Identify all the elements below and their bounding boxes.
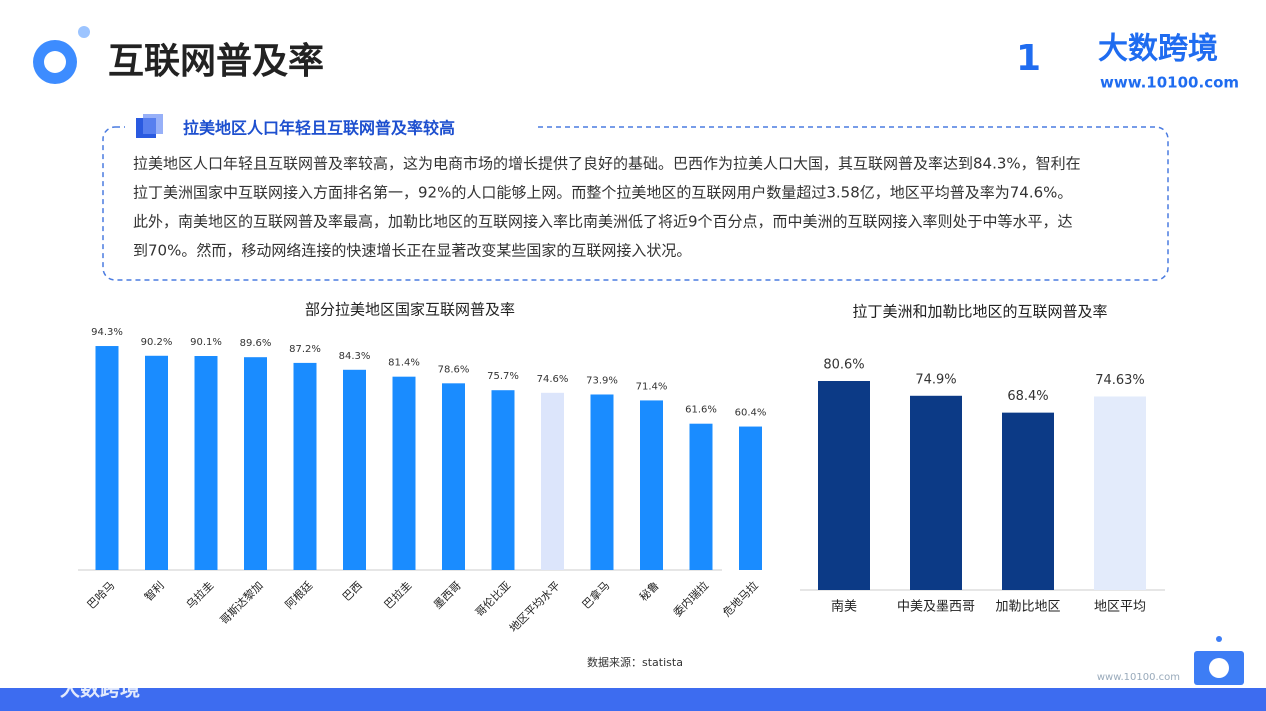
footer-icon (1209, 658, 1229, 678)
section-heading: 拉美地区人口年轻且互联网普及率较高 (183, 119, 455, 138)
value-label: 74.6% (537, 374, 569, 385)
value-label: 75.7% (487, 371, 519, 382)
value-label: 90.2% (141, 337, 173, 348)
bar (145, 355, 168, 570)
bar (244, 357, 267, 570)
x-tick-label: 阿根廷 (282, 578, 315, 611)
brand-url: www.10100.com (1100, 74, 1239, 92)
bar (442, 383, 465, 570)
footer-icon (1216, 636, 1222, 642)
value-label: 84.3% (339, 351, 371, 362)
paragraph-line: 拉丁美洲国家中互联网接入方面排名第一，92%的人口能够上网。而整个拉美地区的互联… (133, 184, 1072, 202)
value-label: 71.4% (636, 381, 668, 392)
paragraph-line: 此外，南美地区的互联网普及率最高，加勒比地区的互联网接入率比南美洲低了将近9个百… (133, 213, 1073, 231)
bar (1094, 396, 1146, 590)
bar (541, 392, 564, 570)
bar (818, 381, 870, 590)
footer-url: www.10100.com (1097, 672, 1180, 683)
footer-brand: 大数跨境 (60, 677, 140, 701)
chart-title: 部分拉美地区国家互联网普及率 (305, 301, 515, 319)
x-tick-label: 南美 (831, 599, 857, 615)
value-label: 87.2% (289, 344, 321, 355)
bar (293, 362, 317, 570)
paragraph-line: 到70%。然而，移动网络连接的快速增长正在显著改变某些国家的互联网接入状况。 (133, 242, 691, 260)
value-label: 89.6% (240, 338, 272, 349)
bar (910, 395, 962, 590)
value-label: 74.63% (1095, 373, 1145, 388)
value-label: 61.6% (685, 405, 717, 416)
x-tick-label: 智利 (141, 578, 166, 603)
bar (392, 376, 416, 570)
value-label: 60.4% (735, 408, 767, 419)
charts: 部分拉美地区国家互联网普及率 94.3% 巴哈马 90.2% 智利 90.1% 乌拉圭 89.… (78, 301, 1165, 635)
x-tick-label: 哥斯达黎加 (217, 578, 266, 627)
x-tick-label: 乌拉圭 (183, 578, 216, 611)
value-label: 74.9% (915, 372, 956, 387)
bar (640, 400, 663, 570)
chart-title: 拉丁美洲和加勒比地区的互联网普及率 (852, 303, 1107, 321)
paragraph: 拉美地区人口年轻且互联网普及率较高，这为电商市场的增长提供了良好的基础。巴西作为… (133, 155, 1081, 260)
x-tick-label: 墨西哥 (431, 579, 464, 612)
value-label: 94.3% (91, 327, 123, 338)
x-tick-label: 危地马拉 (720, 578, 761, 619)
bar (1002, 412, 1054, 590)
x-tick-label: 巴哈马 (85, 579, 118, 612)
value-label: 81.4% (388, 358, 420, 369)
heading-bg (125, 115, 535, 141)
logo-mark (44, 51, 66, 73)
x-tick-label: 加勒比地区 (995, 600, 1060, 615)
paragraph-line: 拉美地区人口年轻且互联网普及率较高，这为电商市场的增长提供了良好的基础。巴西作为… (133, 155, 1081, 173)
brand-logo: 1 (1016, 38, 1041, 79)
text-box (102, 126, 1169, 281)
value-label: 80.6% (823, 358, 864, 373)
value-label: 73.9% (586, 375, 618, 386)
x-tick-label: 巴拉圭 (381, 578, 414, 611)
x-tick-label: 委内瑞拉 (670, 578, 711, 619)
bar (194, 356, 218, 570)
logo-dot (78, 26, 90, 38)
x-tick-label: 中美及墨西哥 (897, 600, 975, 615)
value-label: 78.6% (438, 364, 470, 375)
x-tick-label: 地区平均 (1094, 600, 1146, 615)
bar (689, 423, 713, 570)
brand: 大数跨境 (1098, 32, 1218, 67)
x-tick-label: 巴拿马 (579, 578, 612, 611)
footer-bar (0, 688, 1266, 711)
source: 数据来源：statista (587, 655, 683, 669)
bar (491, 390, 515, 570)
heading-icon (143, 114, 163, 134)
value-label: 90.1% (190, 337, 222, 348)
bar (590, 394, 614, 570)
value-label: 68.4% (1007, 389, 1048, 404)
bar (95, 346, 119, 570)
page-title: 互联网普及率 (108, 41, 324, 82)
bar (343, 369, 366, 570)
x-tick-label: 秘鲁 (636, 578, 661, 603)
x-tick-label: 哥伦比亚 (472, 578, 513, 619)
bar (739, 426, 762, 570)
x-tick-label: 巴西 (340, 579, 365, 604)
x-tick-label: 地区平均水平 (507, 579, 563, 635)
